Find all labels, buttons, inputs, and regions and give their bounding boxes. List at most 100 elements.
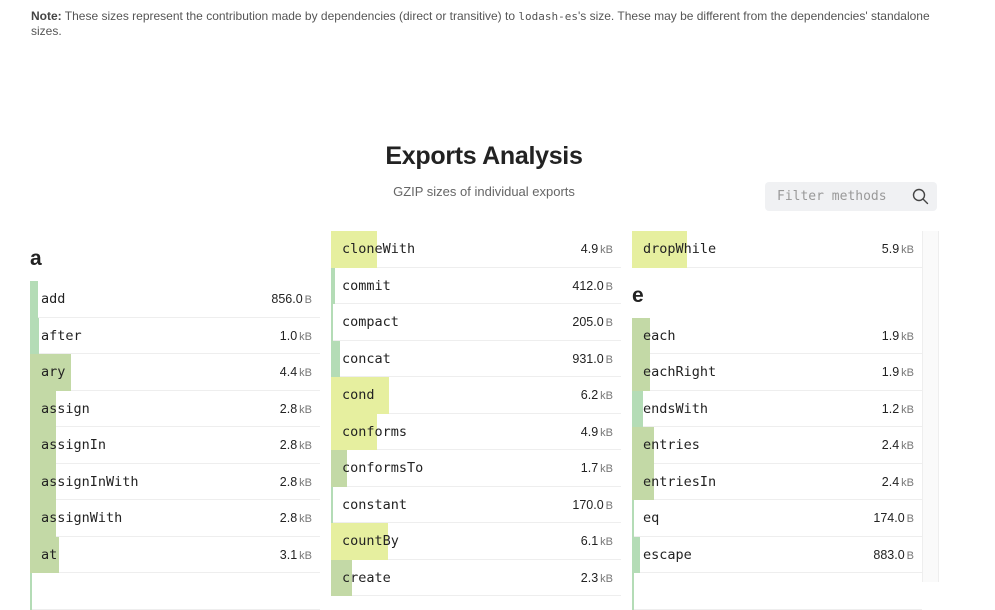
export-size: 2.8 kB [280,475,312,489]
size-value: 1.2 [881,401,900,416]
export-size: 3.1 kB [280,548,312,562]
size-unit: kB [600,463,613,475]
export-row[interactable]: entries 2.4 kB [632,427,922,464]
size-bar [331,267,335,304]
size-bar [331,523,388,560]
size-bar [30,390,57,427]
export-name: create [342,569,391,586]
export-row[interactable]: assignIn 2.8 kB [30,427,320,464]
size-bar [331,304,333,341]
export-row[interactable]: commit 412.0 B [331,267,621,304]
export-size: 1.7 kB [581,461,613,475]
size-bar [632,573,634,610]
export-size: 170.0 B [572,498,613,512]
export-name: assign [41,400,90,417]
package-name: lodash-es [518,10,578,23]
size-bar [632,500,634,537]
size-bar [331,450,347,487]
size-value: 2.8 [279,401,298,416]
size-unit: kB [299,367,312,379]
size-bar [331,377,389,414]
size-value: 931.0 [572,351,604,366]
export-row[interactable]: dropWhile 5.9 kB [632,231,922,268]
export-row[interactable]: concat 931.0 B [331,340,621,377]
export-row[interactable]: endsWith 1.2 kB [632,390,922,427]
export-name: commit [342,277,391,294]
export-name: assignInWith [41,473,139,490]
export-size: 6.2 kB [581,388,613,402]
letter-heading: a [30,247,42,270]
size-value: 2.3 [580,570,599,585]
size-bar [632,354,650,391]
export-row[interactable]: cloneWith 4.9 kB [331,231,621,268]
size-value: 5.9 [881,242,900,256]
scrollbar[interactable] [922,231,939,582]
size-unit: kB [299,440,312,452]
export-name: countBy [342,533,399,549]
export-row[interactable]: assignWith 2.8 kB [30,500,320,537]
export-row[interactable]: conformsTo 1.7 kB [331,450,621,487]
export-row[interactable]: create 2.3 kB [331,559,621,596]
size-unit: kB [901,476,914,489]
size-bar [632,463,655,500]
size-value: 883.0 [873,547,905,562]
size-unit: kB [299,476,312,489]
filter-methods-input[interactable] [765,182,905,211]
export-name: at [41,546,58,563]
export-name: eachRight [643,364,717,380]
export-row[interactable]: eachRight 1.9 kB [632,354,922,391]
export-row[interactable]: conforms 4.9 kB [331,413,621,450]
size-unit: kB [600,426,613,439]
export-row[interactable]: each 1.9 kB [632,317,922,354]
size-value: 2.8 [279,438,298,452]
size-unit: B [906,549,914,562]
size-bar [331,231,377,268]
export-row[interactable]: cond 6.2 kB [331,377,621,414]
size-bar [632,317,650,354]
filter-box[interactable] [765,182,937,211]
export-name: entriesIn [643,473,717,490]
size-value: 412.0 [572,278,604,293]
export-name: assignWith [41,510,123,526]
export-row[interactable]: assign 2.8 kB [30,390,320,427]
export-size: 5.9 kB [882,242,914,256]
export-row[interactable]: at 3.1 kB [30,536,320,573]
search-icon[interactable] [912,188,929,205]
size-unit: kB [600,390,613,402]
export-row[interactable]: escape 883.0 B [632,536,922,573]
export-row[interactable]: countBy 6.1 kB [331,523,621,560]
export-row[interactable] [632,573,922,610]
size-bar [632,536,641,573]
size-bar [30,463,57,500]
size-value: 6.1 [580,534,599,548]
page-title: Exports Analysis [385,142,583,170]
size-value: 1.0 [279,328,298,343]
export-size: 2.8 kB [280,438,312,452]
note-text-end: 's size. These may be different from the… [31,9,930,38]
size-bar [632,231,687,268]
export-row[interactable] [30,573,320,610]
size-unit: kB [299,403,312,416]
export-size [310,584,312,598]
export-row[interactable]: after 1.0 kB [30,317,320,354]
export-name: conformsTo [342,460,424,476]
size-bar [30,317,40,354]
page-subtitle: GZIP sizes of individual exports [393,184,575,199]
export-name: ary [41,364,66,380]
export-row[interactable]: eq 174.0 B [632,500,922,537]
export-row[interactable]: assignInWith 2.8 kB [30,463,320,500]
export-row[interactable]: add 856.0 B [30,281,320,318]
export-row[interactable]: entriesIn 2.4 kB [632,463,922,500]
size-unit: kB [901,244,914,256]
export-name: cloneWith [342,241,416,257]
export-size: 2.4 kB [882,438,914,452]
export-row[interactable]: compact 205.0 B [331,304,621,341]
size-value: 170.0 [572,497,604,512]
export-size: 4.4 kB [280,365,312,379]
export-row[interactable]: constant 170.0 B [331,486,621,523]
export-name: cond [342,387,375,403]
size-unit: kB [901,330,914,343]
size-value: 3.1 [279,547,298,562]
size-unit: kB [299,330,312,343]
export-row[interactable]: ary 4.4 kB [30,354,320,391]
